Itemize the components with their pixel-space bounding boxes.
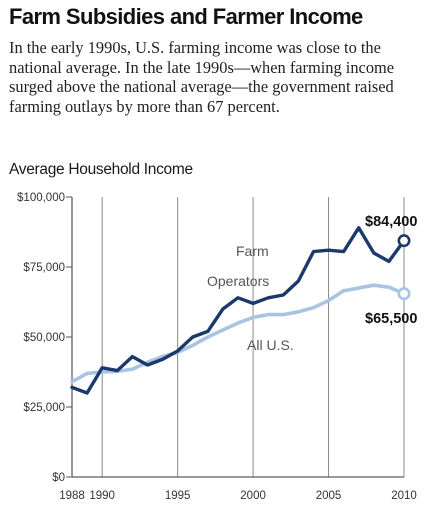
chart-description: In the early 1990s, U.S. farming income …: [9, 38, 395, 116]
page-title: Farm Subsidies and Farmer Income: [9, 4, 363, 29]
x-tick-label: 1988: [59, 490, 85, 502]
x-axis-ticks: 1988 1990 1995 2000 2005 2010: [59, 490, 417, 502]
y-tick-label: $50,000: [23, 332, 65, 344]
end-point-farm-operators: [397, 234, 411, 248]
x-tick-label: 1995: [165, 490, 191, 502]
end-value-label-farm: $84,400: [365, 214, 417, 230]
end-value-label-all-us: $65,500: [365, 311, 417, 327]
chart-series: [70, 226, 411, 395]
series-label-all-us: All U.S.: [247, 337, 294, 353]
y-tick-label: $75,000: [23, 262, 65, 274]
x-tick-label: 2000: [240, 490, 266, 502]
y-tick-label: $100,000: [17, 192, 65, 204]
y-tick-label: $25,000: [23, 402, 65, 414]
series-label-farm: Farm: [236, 243, 269, 259]
chart-title: Average Household Income: [9, 161, 193, 178]
x-tick-label: 1990: [89, 490, 115, 502]
y-axis-ticks: $0 $25,000 $50,000 $75,000 $100,000: [17, 192, 72, 484]
series-line-farm-operators: [70, 226, 406, 395]
chart-labels: Farm Operators All U.S. $84,400 $65,500: [207, 214, 417, 353]
end-point-all-us: [397, 287, 411, 301]
chart-grid: [71, 197, 405, 477]
series-line-all-us: [70, 283, 406, 384]
y-tick-label: $0: [52, 472, 65, 484]
x-tick-label: 2010: [391, 490, 417, 502]
series-label-operators: Operators: [207, 273, 269, 289]
x-tick-label: 2005: [316, 490, 342, 502]
chart-axes: [71, 197, 404, 478]
